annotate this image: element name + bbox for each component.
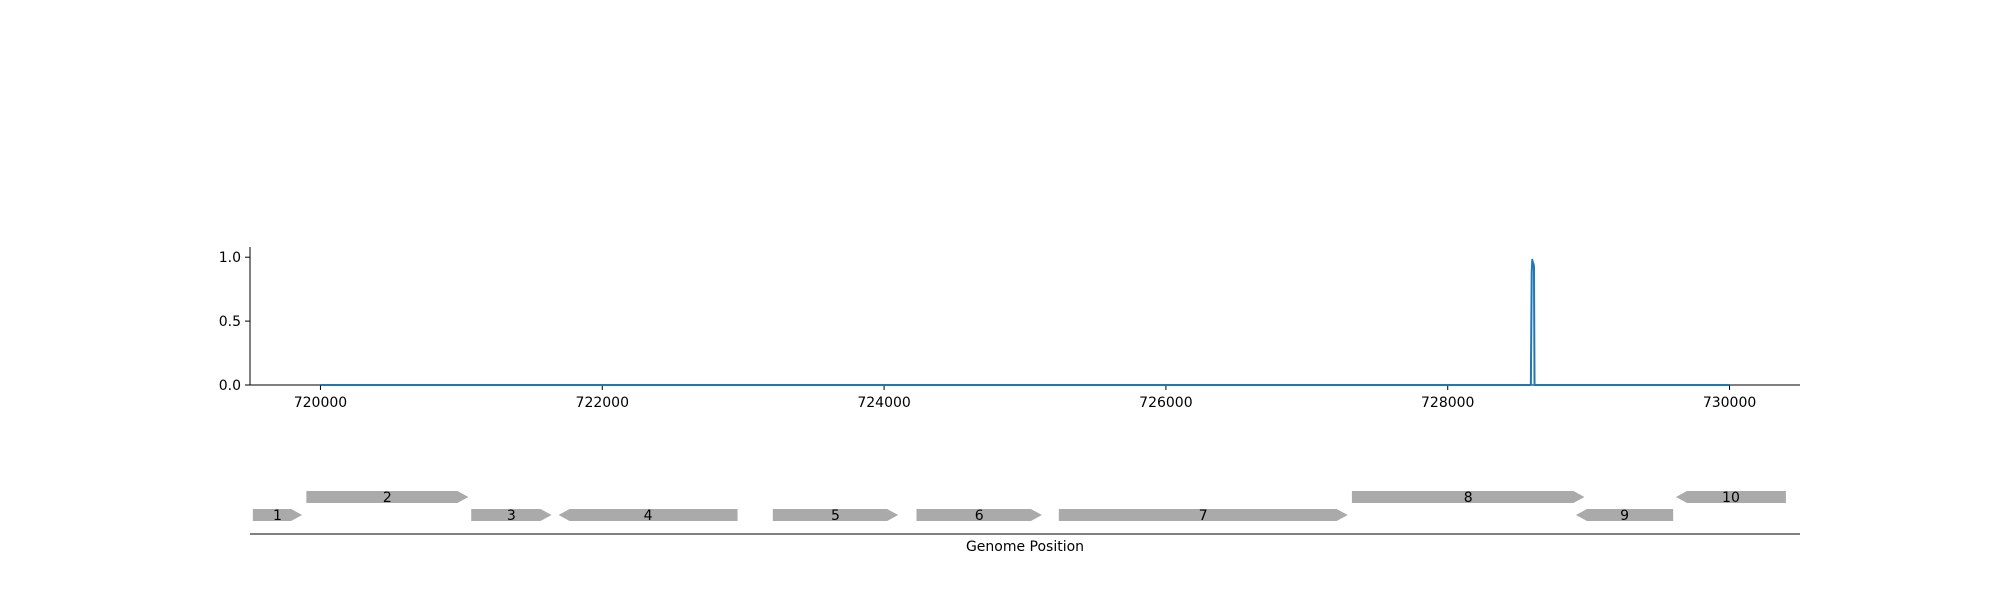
gene-arrow (1676, 491, 1786, 503)
gene-arrow (916, 509, 1042, 521)
gene-label: 3 (507, 508, 516, 524)
coverage-plot: 720000 722000 724000 726000 728000 730000 0.0 0… (219, 247, 1800, 411)
x-tick-label: 724000 (857, 395, 910, 411)
x-tick-label: 720000 (294, 395, 347, 411)
gene-arrow (772, 509, 899, 521)
gene-track-xlabel: Genome Position (966, 539, 1084, 555)
gene-arrow (471, 509, 552, 521)
gene-arrow (558, 509, 738, 521)
gene-label: 9 (1620, 508, 1629, 524)
gene-label: 2 (383, 490, 392, 506)
gene-arrow (1058, 509, 1348, 521)
series-line (320, 258, 1730, 386)
gene-arrow (1351, 491, 1585, 503)
y-tick-label: 1.0 (219, 250, 241, 266)
gene-label: 4 (644, 508, 653, 524)
gene-label: 1 (273, 508, 282, 524)
x-tick-label: 722000 (576, 395, 629, 411)
gene-label: 8 (1464, 490, 1473, 506)
y-tick-label: 0.5 (219, 314, 241, 330)
y-tick-label: 0.0 (219, 378, 241, 394)
gene-arrow (306, 491, 469, 503)
gene-track: 1 2 3 4 5 6 7 8 9 10 Genome Position (250, 490, 1800, 555)
gene-label: 7 (1199, 508, 1208, 524)
gene-label: 5 (831, 508, 840, 524)
gene-arrows: 1 2 3 4 5 6 7 8 9 10 (252, 490, 1786, 524)
gene-label: 10 (1722, 490, 1740, 506)
gene-arrow (252, 509, 303, 521)
gene-label: 6 (975, 508, 984, 524)
x-tick-label: 728000 (1421, 395, 1474, 411)
coverage-series (320, 258, 1730, 386)
coverage-axes: 720000 722000 724000 726000 728000 730000 0.0 0… (219, 247, 1800, 411)
x-tick-label: 730000 (1703, 395, 1756, 411)
x-tick-label: 726000 (1139, 395, 1192, 411)
gene-arrow (1575, 509, 1674, 521)
